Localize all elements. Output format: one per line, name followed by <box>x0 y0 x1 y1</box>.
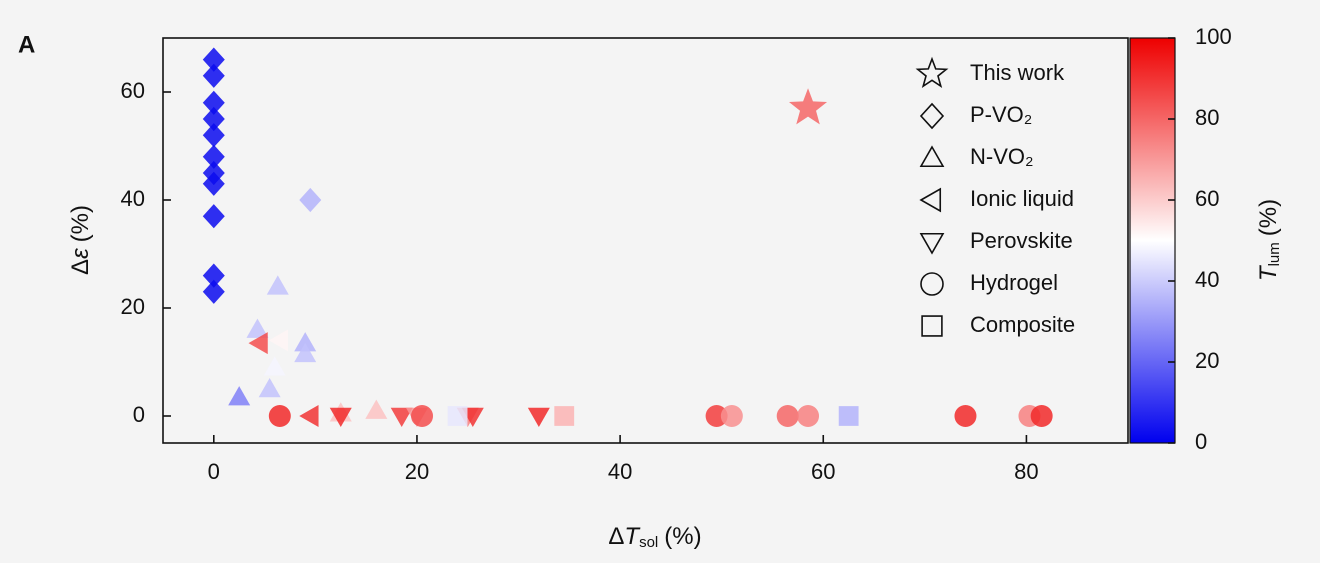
y-label-part: Δ <box>67 259 94 275</box>
x-tick-label: 0 <box>208 459 220 484</box>
data-point <box>797 405 820 428</box>
data-point <box>228 386 251 406</box>
colorbar-tick-label: 80 <box>1195 105 1219 130</box>
legend-label: Hydrogel <box>970 270 1058 295</box>
data-point <box>268 405 291 428</box>
data-point <box>202 63 225 88</box>
y-tick-label: 0 <box>133 402 145 427</box>
data-point <box>268 329 289 352</box>
x-label-part: T <box>624 523 641 550</box>
data-point <box>263 356 286 376</box>
legend-label: Composite <box>970 312 1075 337</box>
colorbar-label-unit: (%) <box>1255 199 1282 236</box>
data-point <box>1030 405 1053 428</box>
data-point <box>789 88 828 125</box>
data-point <box>202 144 225 169</box>
colorbar <box>1129 37 1176 444</box>
data-point <box>365 399 388 419</box>
y-tick-label: 20 <box>121 294 145 319</box>
colorbar-label: Tlum (%) <box>1255 199 1283 281</box>
legend-marker <box>915 56 949 88</box>
data-point <box>954 405 977 428</box>
data-point <box>720 405 743 428</box>
legend-label: P-VO₂ <box>970 102 1032 127</box>
x-label-sub: sol <box>639 534 658 551</box>
data-point <box>202 123 225 148</box>
data-point <box>329 407 352 427</box>
colorbar-label-part: T <box>1255 264 1282 281</box>
panel-label: A <box>18 31 35 58</box>
data-point <box>202 171 225 196</box>
data-point <box>248 332 268 355</box>
data-point <box>202 90 225 115</box>
data-point <box>202 263 225 288</box>
legend-marker <box>919 232 945 255</box>
y-tick-label: 60 <box>121 78 145 103</box>
data-point <box>299 405 319 427</box>
data-point <box>266 275 289 295</box>
data-point <box>705 405 728 428</box>
x-tick-label: 40 <box>608 459 632 484</box>
data-point <box>299 187 322 213</box>
data-point <box>246 318 269 338</box>
plot-frame <box>162 37 1129 444</box>
data-point <box>554 406 575 426</box>
y-tick-label: 40 <box>121 186 145 211</box>
colorbar-tick-label: 40 <box>1195 267 1219 292</box>
legend-label: N-VO₂ <box>970 144 1034 169</box>
legend-label: This work <box>970 60 1065 85</box>
legend-marker <box>920 272 944 296</box>
data-point <box>411 405 434 428</box>
legend-marker <box>919 187 942 213</box>
colorbar-tick-label: 0 <box>1195 429 1207 454</box>
legend-marker <box>919 102 945 130</box>
x-tick-label: 80 <box>1014 459 1038 484</box>
data-point <box>527 407 550 427</box>
data-point <box>838 406 859 426</box>
colorbar-tick-label: 60 <box>1195 186 1219 211</box>
data-point <box>390 407 413 427</box>
legend-label: Ionic liquid <box>970 186 1074 211</box>
x-label-part: Δ <box>608 523 624 550</box>
colorbar-label-sub: lum <box>1266 242 1283 266</box>
x-tick-label: 60 <box>811 459 835 484</box>
colorbar-tick-label: 100 <box>1195 24 1232 49</box>
y-label-part: ε <box>67 248 94 259</box>
y-label-unit: (%) <box>67 205 94 242</box>
legend-marker <box>921 315 943 337</box>
data-point <box>447 406 468 426</box>
legend-label: Perovskite <box>970 228 1073 253</box>
x-label-unit: (%) <box>664 523 701 550</box>
colorbar-tick-label: 20 <box>1195 348 1219 373</box>
y-axis-label: Δε (%) <box>67 205 94 275</box>
x-axis-label: ΔTsol (%) <box>608 523 701 551</box>
data-point <box>202 204 225 229</box>
data-point <box>294 332 317 352</box>
data-point <box>294 342 317 363</box>
data-point <box>202 47 225 72</box>
x-tick-label: 20 <box>405 459 429 484</box>
data-point <box>258 378 281 398</box>
data-point <box>202 279 225 304</box>
legend-marker <box>919 145 945 168</box>
data-point <box>202 106 225 132</box>
data-point <box>776 405 799 428</box>
